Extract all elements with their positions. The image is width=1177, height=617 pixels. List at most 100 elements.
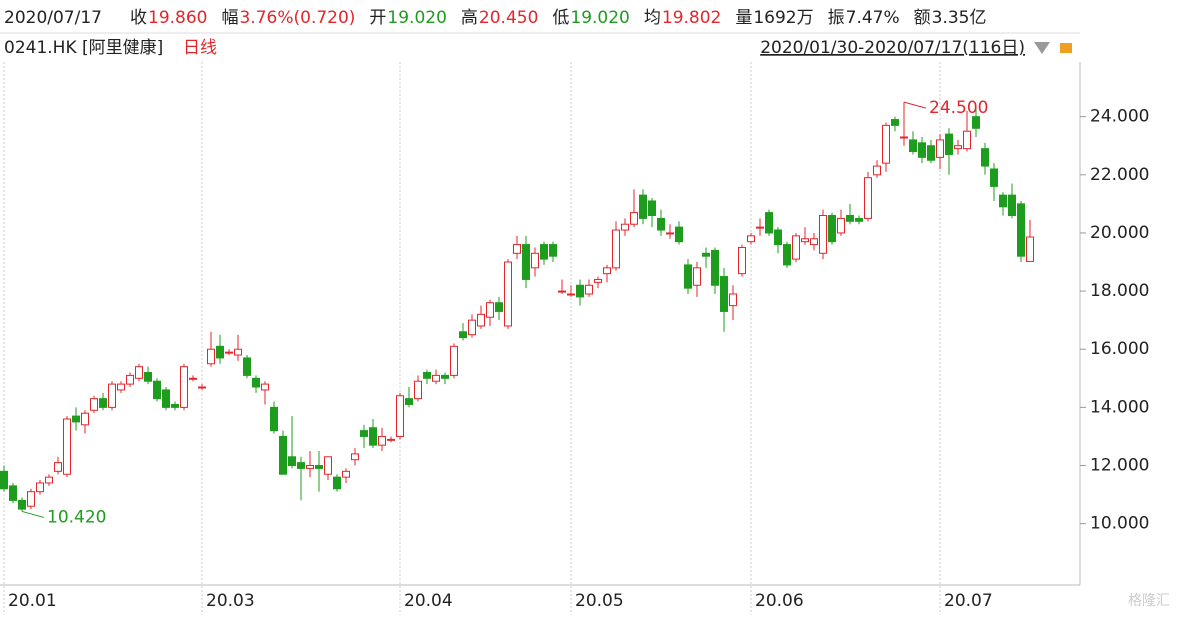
y-tick-label: 20.000 — [1090, 223, 1149, 243]
header-value: 3.76%(0.720) — [239, 8, 355, 28]
y-tick-label: 24.000 — [1090, 107, 1149, 127]
watermark: 格隆汇 — [1128, 593, 1170, 609]
candle-body — [18, 499, 26, 510]
candle-body — [639, 194, 647, 219]
candle-body — [306, 465, 314, 469]
candle-body — [297, 462, 305, 469]
header-value: 3.35亿 — [932, 8, 987, 28]
candle-body — [846, 214, 854, 222]
candle-body — [162, 389, 170, 408]
candle-body — [1026, 236, 1034, 262]
candle-body — [72, 415, 80, 423]
candle-body — [243, 357, 251, 376]
candle-body — [405, 398, 413, 405]
candle-body — [576, 284, 584, 298]
candle-body — [540, 244, 548, 260]
header-value: 1692万 — [753, 8, 813, 28]
candle-body — [171, 403, 179, 408]
candle-body — [558, 290, 566, 293]
candle-body — [783, 244, 791, 266]
candle-body — [648, 200, 656, 216]
candle-body — [495, 302, 503, 312]
candle-body — [549, 244, 557, 257]
candle-body — [369, 427, 377, 446]
candle-body — [450, 345, 458, 376]
candle-body — [189, 377, 197, 380]
range: 2020/01/30-2020/07/17(116日) — [760, 38, 1025, 58]
candle-body — [756, 226, 764, 229]
candle-body — [513, 244, 521, 254]
candle-body — [270, 406, 278, 432]
candle-body — [900, 136, 908, 139]
y-tick-label: 16.000 — [1090, 339, 1149, 359]
y-tick-label: 12.000 — [1090, 456, 1149, 476]
x-tick-label: 20.03 — [206, 591, 255, 611]
candle-body — [45, 476, 53, 484]
candle-body — [990, 168, 998, 187]
candle-body — [459, 331, 467, 339]
candle-body — [1017, 203, 1025, 257]
candle-body — [729, 293, 737, 307]
candle-body — [279, 435, 287, 475]
annotation-label: 10.420 — [47, 507, 106, 527]
candle-body — [891, 119, 899, 126]
symbol: 0241.HK [阿里健康] — [4, 38, 163, 58]
annotation-arrow — [21, 510, 45, 518]
candle-body — [711, 249, 719, 286]
header-date: 2020/07/17 — [4, 8, 102, 28]
candle-body — [567, 293, 575, 296]
candle-body — [909, 139, 917, 153]
candle-body — [828, 214, 836, 243]
candle-body — [27, 491, 35, 507]
candle-body — [873, 165, 881, 176]
candle-body — [747, 235, 755, 243]
x-tick-label: 20.01 — [8, 591, 57, 611]
candle-body — [234, 348, 242, 356]
y-tick-label: 14.000 — [1090, 397, 1149, 417]
candle-body — [54, 462, 62, 472]
candle-body — [360, 430, 368, 437]
candle-body — [36, 482, 44, 493]
candle-body — [1008, 194, 1016, 216]
candle-body — [963, 130, 971, 150]
header-value: 19.020 — [570, 8, 629, 28]
candle-body — [0, 470, 8, 490]
candle-body — [972, 116, 980, 129]
header-value: 19.860 — [148, 8, 207, 28]
candle-body — [144, 371, 152, 382]
candle-body — [378, 435, 386, 446]
candle-body — [954, 145, 962, 150]
annotation-label: 24.500 — [929, 98, 988, 118]
candle-body — [441, 374, 449, 379]
candle-body — [630, 212, 638, 225]
candle-body — [675, 226, 683, 243]
candle-body — [738, 246, 746, 275]
dropdown-icon[interactable] — [1034, 42, 1050, 54]
candle-body — [945, 133, 953, 155]
candle-body — [90, 398, 98, 411]
x-tick-label: 20.06 — [755, 591, 804, 611]
candle-body — [855, 217, 863, 222]
candle-body — [477, 313, 485, 327]
header-label: 幅 — [221, 8, 238, 28]
candle-body — [603, 267, 611, 275]
lock-icon[interactable] — [1060, 43, 1072, 53]
candle-body — [936, 139, 944, 158]
header-label: 低 — [552, 8, 569, 28]
candle-body — [63, 418, 71, 475]
candle-body — [837, 217, 845, 234]
candle-body — [792, 235, 800, 260]
candle-body — [351, 453, 359, 461]
candle-body — [315, 465, 323, 469]
header-label: 额 — [914, 8, 931, 28]
candle-body — [468, 319, 476, 336]
candle-body — [693, 267, 701, 286]
candle-body — [342, 470, 350, 478]
candle-body — [108, 383, 116, 408]
candle-body — [585, 284, 593, 295]
candle-body — [918, 142, 926, 158]
candle-body — [927, 145, 935, 161]
candle-body — [810, 238, 818, 246]
period: 日线 — [183, 38, 217, 58]
